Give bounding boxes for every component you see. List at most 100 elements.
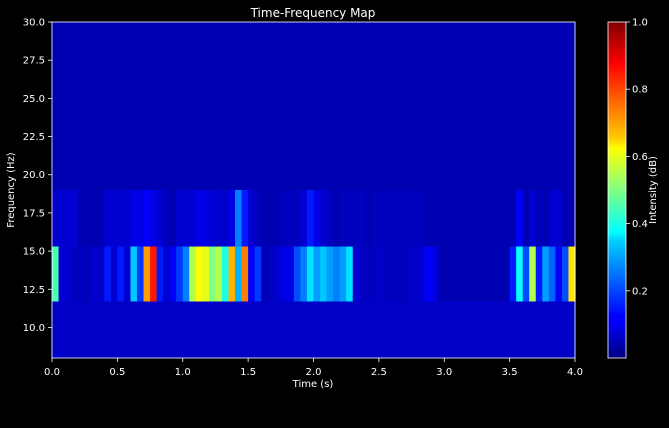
heatmap-cell-band1-t8 (104, 246, 112, 302)
heatmap-cell-band2-t58 (431, 190, 439, 247)
heatmap-cell-band3-t46 (352, 22, 360, 190)
heatmap-cell-band1-t12 (130, 246, 138, 302)
colorbar-tick-label: 0.8 (632, 85, 648, 96)
heatmap-cell-band3-t36 (287, 22, 295, 190)
heatmap-cell-band0-t71 (516, 301, 524, 358)
heatmap-cell-band2-t66 (483, 190, 491, 247)
heatmap-cell-band1-t52 (391, 246, 400, 302)
heatmap-cell-band3-t29 (241, 22, 249, 190)
heatmap-cell-band0-t73 (529, 301, 537, 358)
heatmap-cell-band3-t24 (208, 22, 217, 190)
heatmap-cell-band3-t4 (78, 22, 86, 190)
heatmap-cell-band3-t18 (169, 22, 177, 190)
heatmap-cell-band1-t19 (176, 246, 184, 302)
heatmap-cell-band1-t23 (202, 246, 210, 302)
heatmap-cell-band0-t60 (444, 301, 452, 358)
heatmap-cell-band0-t49 (372, 301, 380, 358)
x-tick-label: 4.0 (567, 367, 583, 378)
heatmap-cell-band2-t64 (470, 190, 478, 247)
heatmap-cell-band1-t65 (476, 246, 485, 302)
heatmap-cell-band2-t17 (163, 190, 171, 247)
heatmap-cell-band2-t25 (215, 190, 223, 247)
heatmap-cell-band3-t34 (274, 22, 282, 190)
heatmap-cell-band3-t33 (267, 22, 275, 190)
heatmap-cell-band2-t15 (150, 190, 158, 247)
heatmap-cell-band2-t62 (457, 190, 465, 247)
heatmap-cell-band1-t35 (280, 246, 288, 302)
heatmap-cell-band1-t4 (78, 246, 86, 302)
heatmap-cell-band2-t35 (280, 190, 288, 247)
heatmap-cell-band2-t34 (274, 190, 282, 247)
x-axis-label: Time (s) (292, 379, 334, 390)
heatmap-cell-band2-t75 (542, 190, 550, 247)
heatmap-cell-band1-t0 (52, 246, 60, 302)
heatmap-cell-band1-t41 (320, 246, 328, 302)
heatmap-cell-band0-t72 (522, 301, 530, 358)
heatmap-cell-band2-t19 (176, 190, 184, 247)
y-tick-label: 30.0 (23, 18, 45, 29)
heatmap-cell-band0-t51 (385, 301, 393, 358)
heatmap-cell-band0-t7 (97, 301, 105, 358)
heatmap-cell-band3-t38 (300, 22, 308, 190)
heatmap-cell-band2-t73 (529, 190, 537, 247)
heatmap-cell-band3-t6 (91, 22, 99, 190)
heatmap-cell-band0-t21 (189, 301, 197, 358)
heatmap-cell-band0-t70 (509, 301, 517, 358)
heatmap-cell-band3-t76 (548, 22, 556, 190)
heatmap-cell-band2-t27 (228, 190, 236, 247)
heatmap-cell-band1-t75 (542, 246, 550, 302)
heatmap-cell-band0-t32 (261, 301, 269, 358)
heatmap-cell-band0-t37 (293, 301, 302, 358)
heatmap-cell-band3-t17 (163, 22, 171, 190)
heatmap-cell-band0-t8 (104, 301, 112, 358)
heatmap-cell-band2-t31 (254, 190, 262, 247)
heatmap-cell-band2-t43 (333, 190, 341, 247)
heatmap-cell-band2-t23 (202, 190, 210, 247)
heatmap-cell-band0-t59 (437, 301, 445, 358)
heatmap-cell-band0-t54 (405, 301, 413, 358)
heatmap-cell-band1-t3 (71, 246, 79, 302)
heatmap-cell-band1-t17 (163, 246, 171, 302)
heatmap-cell-band2-t59 (437, 190, 445, 247)
heatmap-cell-band0-t16 (156, 301, 164, 358)
heatmap-cell-band2-t8 (104, 190, 112, 247)
heatmap-cell-band1-t29 (241, 246, 249, 302)
heatmap-cell-band3-t39 (306, 22, 315, 190)
heatmap-cell-band1-t7 (97, 246, 105, 302)
heatmap-cell-band2-t67 (490, 190, 498, 247)
heatmap-cell-band3-t79 (568, 22, 576, 190)
heatmap-cell-band1-t58 (431, 246, 439, 302)
heatmap-cell-band2-t51 (385, 190, 393, 247)
heatmap-cell-band1-t79 (568, 246, 576, 302)
heatmap-cell-band1-t45 (346, 246, 354, 302)
heatmap-cell-band1-t34 (274, 246, 282, 302)
y-axis-label: Frequency (Hz) (6, 152, 17, 228)
heatmap-cell-band0-t69 (503, 301, 511, 358)
heatmap-cell-band3-t13 (136, 22, 145, 190)
colorbar-tick-label: 1.0 (632, 18, 648, 29)
heatmap-cell-band0-t13 (136, 301, 145, 358)
heatmap-cell-band3-t62 (457, 22, 465, 190)
heatmap-cell-band1-t5 (84, 246, 92, 302)
heatmap-cell-band2-t14 (143, 190, 151, 247)
heatmap-cell-band0-t55 (411, 301, 419, 358)
heatmap-cell-band3-t71 (516, 22, 524, 190)
heatmap-cell-band1-t71 (516, 246, 524, 302)
heatmap-cell-band0-t63 (463, 301, 471, 358)
heatmap-cell-band0-t17 (163, 301, 171, 358)
heatmap-cell-band2-t49 (372, 190, 380, 247)
heatmap-cell-band2-t36 (287, 190, 295, 247)
heatmap-cell-band2-t39 (306, 190, 315, 247)
heatmap-cell-band1-t60 (444, 246, 452, 302)
heatmap-cell-band3-t5 (84, 22, 92, 190)
heatmap-cell-band2-t45 (346, 190, 354, 247)
heatmap-cell-band1-t14 (143, 246, 151, 302)
heatmap-cell-band1-t64 (470, 246, 478, 302)
heatmap-cell-band1-t61 (450, 246, 458, 302)
heatmap-cell-band3-t65 (476, 22, 485, 190)
heatmap-cell-band1-t59 (437, 246, 445, 302)
heatmap-cell-band1-t49 (372, 246, 380, 302)
heatmap (52, 22, 576, 358)
heatmap-cell-band3-t31 (254, 22, 262, 190)
x-tick-label: 1.0 (175, 367, 191, 378)
